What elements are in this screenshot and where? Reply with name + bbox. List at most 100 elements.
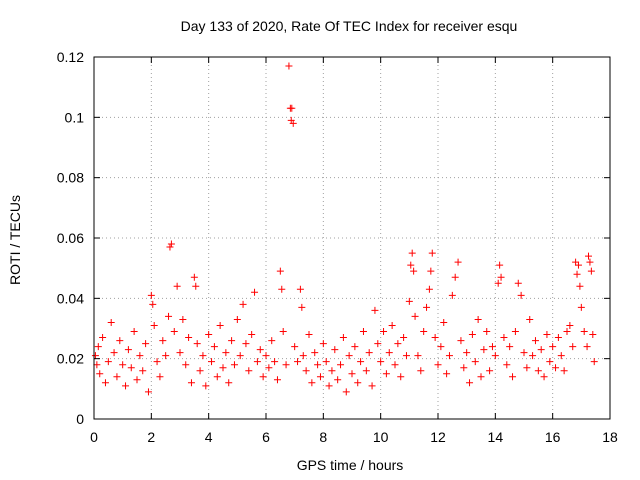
data-point [414,352,422,360]
data-point [298,303,306,311]
data-point [546,358,554,366]
data-point [322,358,330,366]
y-axis-label: ROTI / TECUs [7,195,23,285]
data-point [268,337,276,345]
y-tick-label: 0.06 [57,230,84,246]
data-point [248,331,256,339]
data-point [380,328,388,336]
data-point [331,346,339,354]
data-point [506,343,514,351]
data-point [382,370,390,378]
data-point [580,328,588,336]
x-axis-label: GPS time / hours [297,457,404,473]
data-point [454,258,462,266]
data-point [162,352,170,360]
data-point [199,352,207,360]
data-point [348,370,356,378]
data-point [116,337,124,345]
data-point [448,291,456,299]
data-point [179,315,187,323]
data-point [127,364,135,372]
data-point [144,388,152,396]
data-point [503,361,511,369]
data-point [170,328,178,336]
data-point [291,343,299,351]
data-point [410,267,418,275]
data-point [394,340,402,348]
data-point [474,315,482,323]
data-point [365,349,373,357]
data-point [96,370,104,378]
data-point [136,352,144,360]
data-point [130,328,138,336]
data-point [316,373,324,381]
data-point [139,367,147,375]
x-tick-label: 14 [488,429,504,445]
data-point [408,249,416,257]
data-point [173,282,181,290]
data-point [302,367,310,375]
data-point [514,279,522,287]
data-point [520,349,528,357]
data-point [552,364,560,372]
data-point [388,321,396,329]
data-point [526,315,534,323]
data-point [278,285,286,293]
data-point [511,328,519,336]
data-point [483,328,491,336]
data-point [104,358,112,366]
y-tick-label: 0.02 [57,351,84,367]
data-point [133,376,141,384]
data-point [434,361,442,369]
data-point [124,346,132,354]
data-point [276,267,284,275]
data-point [405,297,413,305]
data-point [149,300,157,308]
data-point [362,367,370,375]
data-point [576,282,584,290]
data-point [572,258,580,266]
data-point [420,328,428,336]
data-point [196,367,204,375]
data-point [219,364,227,372]
data-point [557,352,565,360]
data-point [159,337,167,345]
data-point [385,349,393,357]
data-point [457,337,465,345]
x-tick-label: 6 [262,429,270,445]
data-point [273,376,281,384]
data-point [182,361,190,369]
data-point [91,352,99,360]
data-point [93,361,101,369]
data-point [500,334,508,342]
data-point [497,273,505,281]
data-point [153,358,161,366]
data-point [351,343,359,351]
data-point [271,358,279,366]
y-tick-label: 0.04 [57,290,84,306]
data-point [517,291,525,299]
data-point [236,352,244,360]
x-tick-label: 16 [545,429,561,445]
data-point [101,379,109,387]
data-point [245,367,253,375]
data-point [531,337,539,345]
data-point [423,303,431,311]
data-point [319,340,327,348]
x-tick-label: 2 [147,429,155,445]
data-point [529,352,537,360]
data-points [91,62,598,396]
data-point [377,358,385,366]
data-point [308,379,316,387]
data-point [282,361,290,369]
data-point [471,358,479,366]
data-point [147,291,155,299]
data-point [417,367,425,375]
data-point [425,285,433,293]
data-point [488,343,496,351]
data-point [586,258,594,266]
x-tick-label: 18 [602,429,618,445]
data-point [216,321,224,329]
data-point [305,331,313,339]
